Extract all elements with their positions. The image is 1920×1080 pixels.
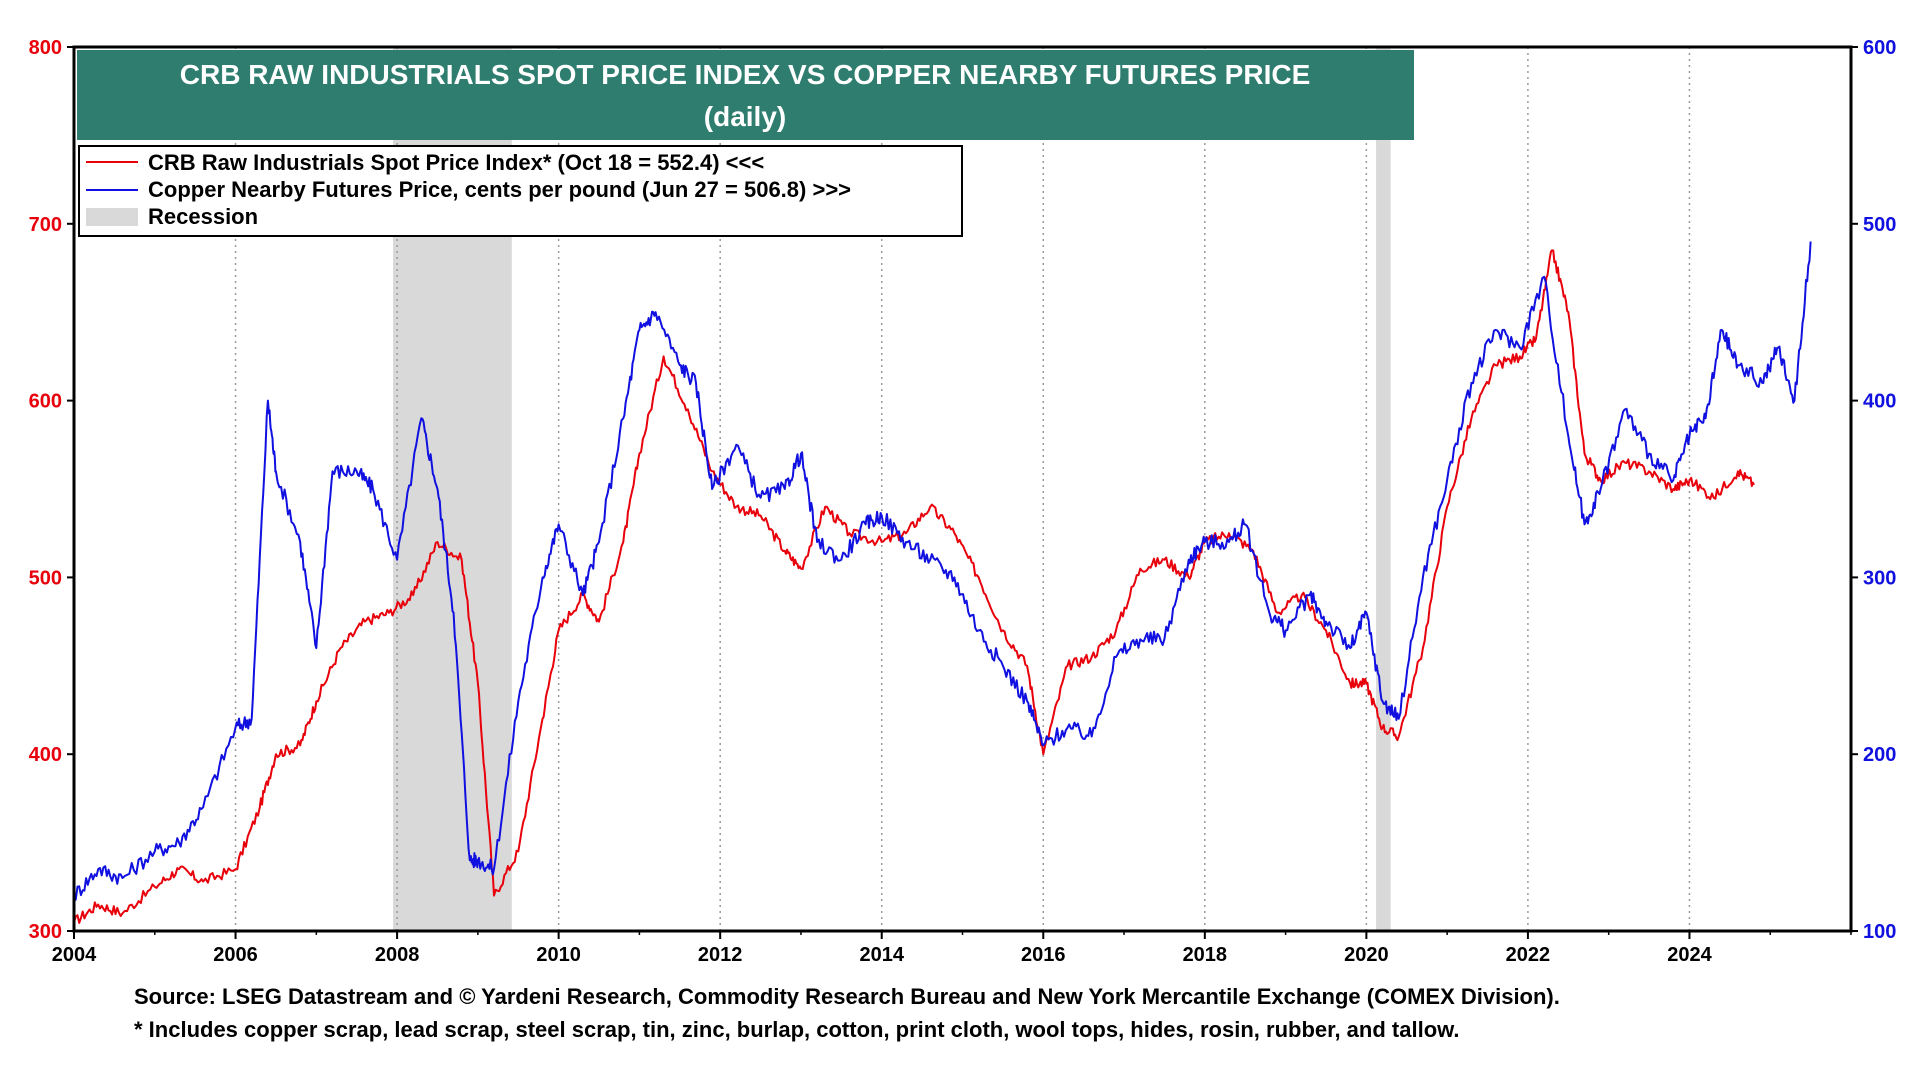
legend: CRB Raw Industrials Spot Price Index* (O…	[78, 145, 963, 237]
y-left-tick-label-600: 600	[29, 391, 62, 413]
legend-swatch-recession	[86, 208, 138, 226]
y-left-tick-label-300: 300	[29, 921, 62, 943]
x-tick-label-2014: 2014	[859, 944, 904, 966]
x-tick-label-2006: 2006	[213, 944, 258, 966]
chart-title: CRB RAW INDUSTRIALS SPOT PRICE INDEX VS …	[180, 59, 1311, 90]
title-background	[77, 50, 1414, 140]
legend-label-copper: Copper Nearby Futures Price, cents per p…	[148, 177, 851, 202]
chart-subtitle: (daily)	[704, 101, 786, 132]
x-tick-label-2008: 2008	[375, 944, 420, 966]
axis-ticks: 2004 2006 2008 2010 2012 2014 2016 2018 2020 2022…	[29, 37, 1897, 966]
y-right-tick-label-300: 300	[1863, 567, 1896, 589]
y-right-tick-label-600: 600	[1863, 37, 1896, 59]
chart-canvas: 2004 2006 2008 2010 2012 2014 2016 2018 2020 2022…	[29, 37, 1897, 966]
y-left-tick-label-700: 700	[29, 214, 62, 236]
recession-band-1	[1376, 47, 1391, 931]
legend-label-recession: Recession	[148, 204, 258, 229]
footnote: * Includes copper scrap, lead scrap, ste…	[134, 1017, 1460, 1042]
source-note: Source: LSEG Datastream and © Yardeni Re…	[134, 984, 1560, 1009]
legend-label-crb: CRB Raw Industrials Spot Price Index* (O…	[148, 150, 764, 175]
series-lines	[73, 241, 1812, 924]
y-left-tick-label-500: 500	[29, 567, 62, 589]
series-line-crb	[73, 249, 1755, 924]
y-right-tick-label-500: 500	[1863, 214, 1896, 236]
x-tick-label-2018: 2018	[1183, 944, 1228, 966]
y-left-tick-label-800: 800	[29, 37, 62, 59]
y-left-tick-label-400: 400	[29, 744, 62, 766]
legend-box	[78, 145, 963, 237]
x-tick-label-2004: 2004	[52, 944, 97, 966]
x-tick-label-2012: 2012	[698, 944, 743, 966]
title-banner: CRB RAW INDUSTRIALS SPOT PRICE INDEX VS …	[77, 50, 1414, 140]
x-tick-label-2024: 2024	[1667, 944, 1712, 966]
y-right-tick-label-200: 200	[1863, 744, 1896, 766]
series-line-copper	[73, 241, 1812, 901]
y-right-tick-label-100: 100	[1863, 921, 1896, 943]
x-tick-label-2010: 2010	[536, 944, 581, 966]
x-tick-label-2020: 2020	[1344, 944, 1389, 966]
y-right-tick-label-400: 400	[1863, 391, 1896, 413]
x-tick-label-2016: 2016	[1021, 944, 1066, 966]
x-tick-label-2022: 2022	[1506, 944, 1551, 966]
